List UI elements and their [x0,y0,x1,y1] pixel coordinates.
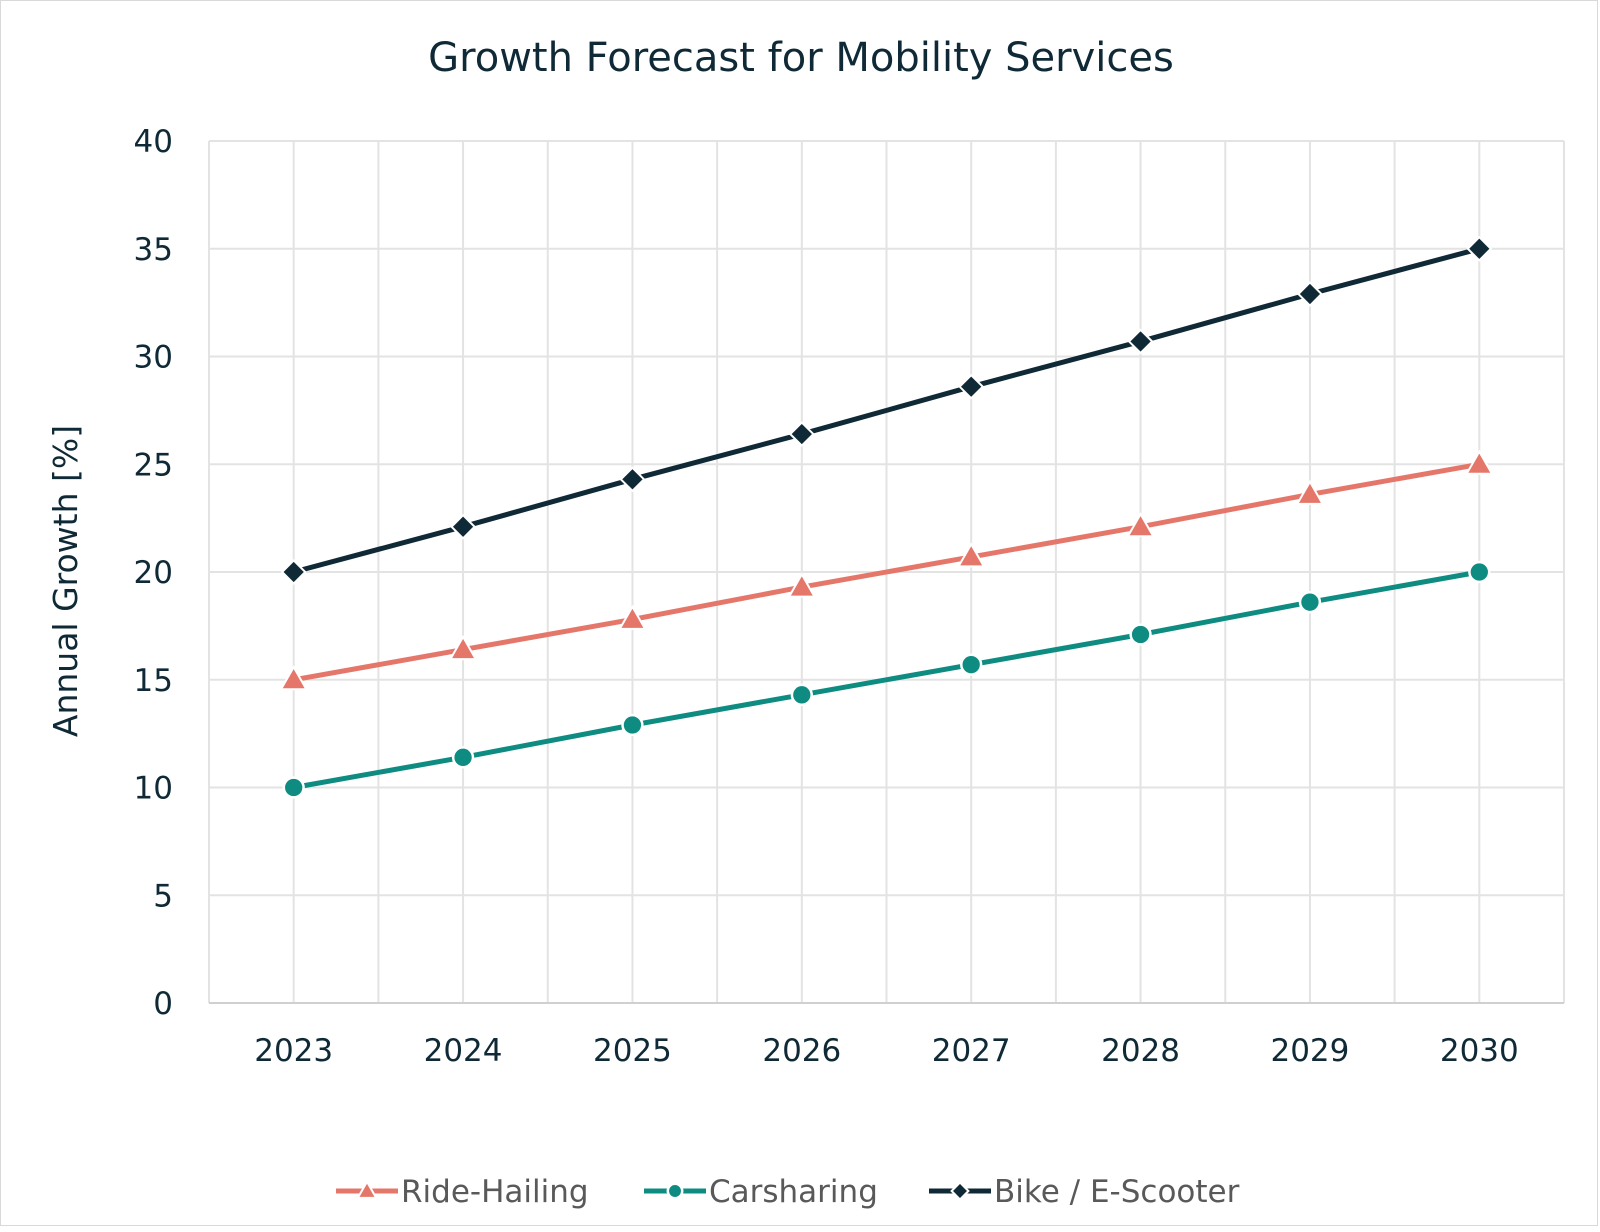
carsharing-point [1298,591,1322,614]
carsharing-point [1129,623,1152,646]
carsharing-point [790,683,813,706]
bike-e-scooter-point [958,373,985,400]
series-ride-hailing [279,449,1494,691]
y-tick-label: 35 [134,232,173,268]
bike-e-scooter-point [788,421,815,448]
carsharing-line [293,569,1480,790]
legend-label-ride-hailing: Ride-Hailing [401,1174,589,1210]
ride-hailing-point [1295,479,1325,505]
legend-marker-carsharing [666,1182,684,1200]
legend-item-bike-e-scooter: Bike / E-Scooter [929,1174,1240,1210]
carsharing-point [282,776,305,799]
bike-e-scooter-point [619,466,646,493]
y-axis-label: Annual Growth [%] [46,425,85,737]
bike-e-scooter-line [293,246,1480,575]
ride-hailing-point [618,604,647,630]
x-tick-label: 2030 [1440,1033,1519,1069]
x-tick-label: 2024 [424,1033,503,1069]
bike-e-scooter-point [450,513,477,540]
ride-hailing-point [1464,449,1494,475]
carsharing-point [960,653,983,676]
y-tick-label: 20 [134,555,173,591]
y-tick-label: 5 [153,878,173,914]
legend-label-bike-e-scooter: Bike / E-Scooter [994,1174,1240,1210]
x-tick-label: 2023 [254,1033,333,1069]
series-carsharing [282,560,1491,799]
series-bike-e-scooter [280,235,1493,585]
grid [208,140,1565,1004]
legend-label-carsharing: Carsharing [709,1174,878,1210]
y-tick-label: 40 [134,124,173,160]
series-group [279,235,1494,799]
ride-hailing-point [787,572,817,598]
ride-hailing-point [279,665,309,691]
y-tick-label: 30 [134,340,173,376]
chart-title: Growth Forecast for Mobility Services [428,35,1174,81]
legend-marker-ride-hailing [356,1179,378,1199]
x-tick-label: 2028 [1101,1033,1180,1069]
carsharing-point [1468,560,1491,584]
y-tick-label: 25 [134,447,173,483]
ride-hailing-point [448,634,478,661]
y-tick-label: 10 [134,771,173,807]
x-tick-label: 2026 [762,1033,841,1069]
legend-item-carsharing: Carsharing [644,1174,878,1210]
x-tick-label: 2025 [593,1033,672,1069]
legend-marker-bike-e-scooter [950,1181,970,1201]
bike-e-scooter-point [1466,235,1493,262]
ride-hailing-point [956,542,986,568]
ride-hailing-point [1126,512,1155,538]
carsharing-point [451,746,475,769]
carsharing-point [621,713,644,737]
x-tick-label: 2027 [932,1033,1011,1069]
x-tick-label: 2029 [1270,1033,1349,1069]
ride-hailing-line [293,461,1480,683]
legend-item-ride-hailing: Ride-Hailing [336,1174,589,1210]
y-tick-label: 15 [134,663,173,699]
legend: Ride-Hailing Carsharing Bike / E-Scooter [336,1174,1240,1210]
bike-e-scooter-point [280,559,307,585]
bike-e-scooter-point [1127,328,1154,355]
y-tick-label: 0 [153,986,173,1022]
bike-e-scooter-point [1296,281,1323,307]
